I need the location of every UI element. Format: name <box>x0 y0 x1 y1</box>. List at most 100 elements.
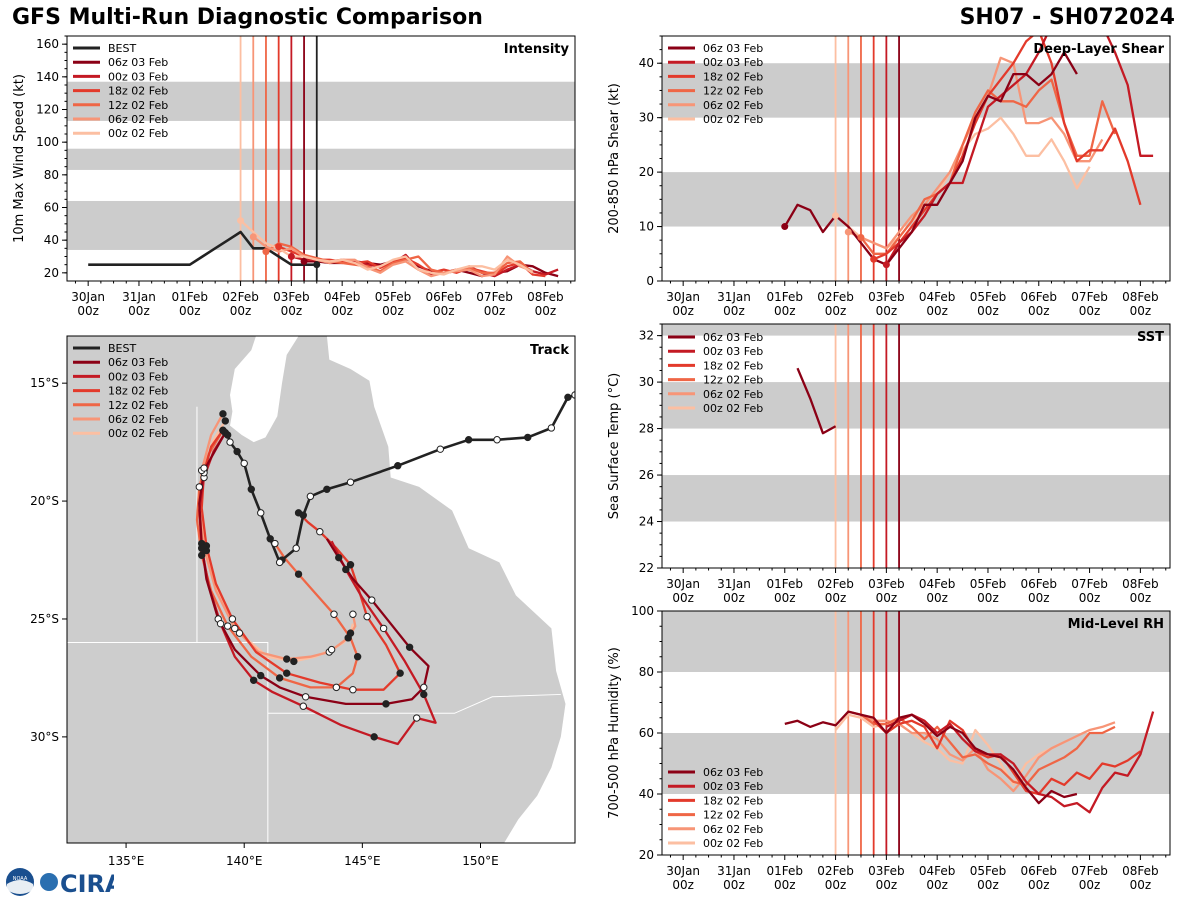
track-forecast-marker <box>353 653 362 661</box>
rh-xtick-label: 00z <box>723 878 745 892</box>
shear-init-point <box>844 228 852 236</box>
sst-xtick-label: 00z <box>825 591 847 605</box>
track-best-marker <box>547 424 556 432</box>
track-forecast-marker <box>332 683 341 692</box>
track-legend-label: 18z 02 Feb <box>108 385 168 398</box>
track-forecast-marker <box>349 686 357 694</box>
intensity-legend-label: 06z 02 Feb <box>108 113 168 126</box>
rh-xtick-label: 01Feb <box>767 864 804 878</box>
sst-legend-label: 06z 03 Feb <box>703 331 763 344</box>
track-forecast-marker <box>420 690 428 699</box>
track-forecast-marker <box>283 655 291 663</box>
intensity-init-point <box>249 233 257 241</box>
sst-xtick-label: 00z <box>672 591 694 605</box>
intensity-legend-label: BEST <box>108 42 136 55</box>
shear-xtick-label: 03Feb <box>868 290 905 304</box>
track-frame <box>66 335 576 844</box>
intensity-init-point <box>275 243 283 251</box>
sst-legend-label: 00z 02 Feb <box>703 402 763 415</box>
track-forecast-marker <box>301 693 310 701</box>
intensity-ytick-label: 160 <box>36 37 59 51</box>
intensity-series-line <box>252 235 534 278</box>
shear-chart: 01020304030Jan00z31Jan00z01Feb00z02Feb00… <box>607 35 1171 318</box>
intensity-best-line <box>88 230 317 266</box>
noaa-wave-icon <box>7 880 33 894</box>
rh-title: Mid-Level RH <box>1068 617 1164 632</box>
track-forecast-marker <box>249 676 258 684</box>
track-best-marker <box>226 438 234 446</box>
state-border-sa <box>196 642 269 843</box>
sst-frame <box>661 323 1171 569</box>
sst-ytick-label: 28 <box>639 422 654 436</box>
rh-ytick-label: 20 <box>639 848 654 862</box>
track-forecast-marker <box>290 657 298 666</box>
track-xtick-label: 145°E <box>344 854 381 868</box>
track-best-marker <box>266 535 274 543</box>
rh-legend-label: 18z 02 Feb <box>703 794 763 807</box>
rh-xtick-label: 00z <box>1028 878 1050 892</box>
track-ytick-label: 30°S <box>30 730 59 744</box>
track-forecast-marker <box>349 610 357 618</box>
intensity-legend-label: 18z 02 Feb <box>108 85 168 98</box>
intensity-xtick-label: 00z <box>331 304 353 318</box>
shear-xtick-label: 02Feb <box>817 290 854 304</box>
shear-xtick-label: 30Jan <box>666 290 700 304</box>
shear-legend-label: 06z 03 Feb <box>703 42 763 55</box>
sst-ytick-label: 30 <box>639 375 654 389</box>
rh-xtick-label: 00z <box>977 878 999 892</box>
track-legend-label: BEST <box>108 342 136 355</box>
track-forecast-marker <box>342 565 350 574</box>
intensity-xtick-label: 02Feb <box>222 290 259 304</box>
australia-land <box>67 336 566 843</box>
sst-ytick-label: 32 <box>639 329 654 343</box>
shear-legend-label: 00z 03 Feb <box>703 56 763 69</box>
shear-xtick-label: 07Feb <box>1071 290 1108 304</box>
intensity-xtick-label: 04Feb <box>324 290 361 304</box>
sst-xtick-label: 00z <box>774 591 796 605</box>
shear-ytick-label: 0 <box>646 274 654 288</box>
track-forecast-marker <box>346 629 355 637</box>
track-best-marker <box>275 558 284 567</box>
track-ytick-label: 20°S <box>30 494 59 508</box>
intensity-shade-band <box>67 148 575 170</box>
track-chart: 135°E 140°E 145°E 150°E 15°S 20°S 25°S 30°S Trac… <box>30 335 576 868</box>
sst-xtick-label: 00z <box>977 591 999 605</box>
track-forecast-marker <box>219 426 227 435</box>
rh-ylabel: 700-500 hPa Humidity (%) <box>607 647 622 819</box>
track-forecast-line <box>195 429 359 689</box>
rh-xtick-label: 00z <box>774 878 796 892</box>
intensity-init-point <box>287 253 295 260</box>
sst-series-line <box>796 367 837 435</box>
track-forecast-marker <box>299 702 307 710</box>
sst-legend-label: 12z 02 Feb <box>703 374 763 387</box>
rh-shade-band <box>662 611 1170 672</box>
intensity-xtick-label: 00z <box>433 304 455 318</box>
rh-series-line <box>885 711 1155 814</box>
intensity-ytick-label: 140 <box>36 70 59 84</box>
track-best-marker <box>292 544 300 552</box>
track-best-marker <box>323 485 331 493</box>
track-forecast-marker <box>223 622 232 630</box>
rh-xtick-label: 07Feb <box>1071 864 1108 878</box>
sst-xtick-label: 00z <box>1079 591 1101 605</box>
sst-title: SST <box>1137 330 1164 345</box>
track-ytick-label: 25°S <box>30 612 59 626</box>
rh-shade-band <box>662 733 1170 794</box>
intensity-xtick-label: 05Feb <box>375 290 412 304</box>
shear-xtick-label: 01Feb <box>767 290 804 304</box>
shear-ytick-label: 30 <box>639 111 654 125</box>
rh-series-line <box>784 710 1078 805</box>
track-xtick-label: 140°E <box>226 854 263 868</box>
rh-ytick-label: 100 <box>631 604 654 618</box>
shear-init-point <box>857 233 865 241</box>
track-best-marker <box>464 436 473 444</box>
track-forecast-marker <box>221 417 230 425</box>
track-forecast-marker <box>405 643 414 651</box>
track-forecast-marker <box>231 624 239 633</box>
intensity-init-point <box>300 257 308 265</box>
track-title: Track <box>530 343 569 358</box>
sst-legend-label: 00z 03 Feb <box>703 345 763 358</box>
storm-id-title: SH07 - SH072024 <box>959 5 1175 30</box>
